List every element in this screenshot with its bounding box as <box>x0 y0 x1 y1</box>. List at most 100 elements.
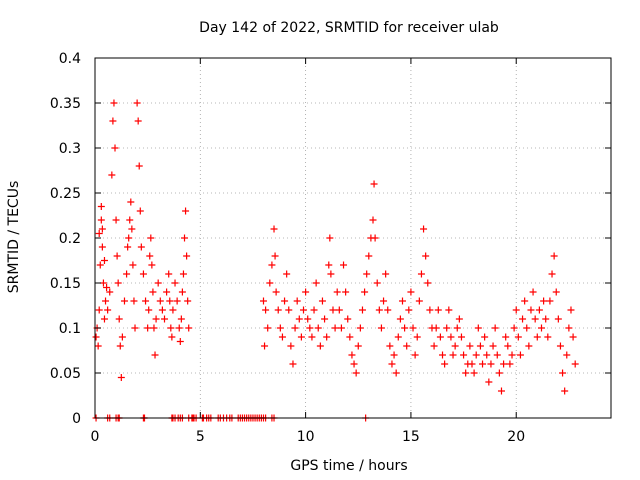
data-point <box>333 288 341 296</box>
data-point <box>382 270 390 278</box>
data-point <box>508 351 516 359</box>
data-point <box>470 369 478 377</box>
data-point <box>483 351 491 359</box>
data-point <box>370 180 378 188</box>
data-point <box>103 284 111 291</box>
data-point <box>147 234 155 242</box>
data-point <box>405 306 413 314</box>
data-point <box>137 243 145 251</box>
x-axis-label: GPS time / hours <box>290 458 407 474</box>
data-point <box>278 333 286 341</box>
data-point <box>487 360 495 368</box>
data-point <box>179 270 187 278</box>
data-point <box>111 144 119 152</box>
data-point <box>276 324 284 332</box>
data-point <box>506 360 514 368</box>
data-point <box>106 288 114 296</box>
data-point <box>178 288 186 296</box>
data-point <box>443 324 451 332</box>
data-point <box>314 324 322 332</box>
data-point <box>109 117 117 125</box>
data-point <box>165 270 173 278</box>
data-point <box>396 315 404 323</box>
data-point <box>468 360 476 368</box>
data-point <box>113 252 121 260</box>
data-point <box>441 360 449 368</box>
data-point <box>460 351 468 359</box>
data-point <box>424 279 432 287</box>
data-point <box>550 252 558 260</box>
data-point <box>151 351 159 359</box>
data-point <box>453 324 461 332</box>
data-point <box>302 288 310 296</box>
data-point <box>493 351 501 359</box>
data-point <box>312 279 320 287</box>
data-point <box>104 306 112 314</box>
data-point <box>327 270 335 278</box>
x-tick-label: 10 <box>297 429 315 445</box>
data-point <box>500 360 508 368</box>
data-point <box>476 342 484 350</box>
data-point <box>325 261 333 269</box>
data-point <box>100 315 108 323</box>
data-point <box>321 315 329 323</box>
data-point <box>466 342 474 350</box>
data-point <box>510 324 518 332</box>
data-point <box>95 230 103 237</box>
data-point <box>289 360 297 368</box>
data-point <box>340 261 348 269</box>
data-point <box>377 324 385 332</box>
data-point <box>125 234 133 242</box>
data-point <box>154 279 162 287</box>
data-point <box>133 99 141 107</box>
data-point <box>552 288 560 296</box>
y-tick-label: 0.25 <box>50 186 81 202</box>
data-point <box>559 369 567 377</box>
data-point <box>401 324 409 332</box>
y-tick-label: 0.1 <box>59 321 81 337</box>
data-point <box>123 270 131 278</box>
data-point <box>485 378 493 386</box>
data-point <box>176 338 184 345</box>
data-point <box>455 315 463 323</box>
data-point <box>297 333 305 341</box>
data-point <box>449 351 457 359</box>
data-point <box>502 333 510 341</box>
data-point <box>417 270 425 278</box>
data-point <box>533 333 541 341</box>
data-point <box>462 369 470 377</box>
data-point <box>409 324 417 332</box>
data-point <box>259 297 267 305</box>
x-tick-label: 15 <box>402 429 420 445</box>
data-point <box>398 297 406 305</box>
data-point <box>451 342 459 350</box>
data-point <box>369 216 377 224</box>
data-point <box>415 297 423 305</box>
data-point <box>561 387 569 395</box>
data-point <box>571 360 579 368</box>
data-point <box>116 342 124 350</box>
data-point <box>185 324 193 332</box>
data-point <box>300 306 308 314</box>
data-point <box>489 342 497 350</box>
data-point <box>283 270 291 278</box>
data-point <box>556 342 564 350</box>
data-point <box>274 306 282 314</box>
data-point <box>554 315 562 323</box>
data-point <box>365 252 373 260</box>
data-point <box>128 225 136 233</box>
data-point <box>181 234 189 242</box>
data-point <box>169 306 177 314</box>
x-tick-label: 20 <box>507 429 525 445</box>
data-point <box>129 261 137 269</box>
data-point <box>167 324 175 332</box>
data-point <box>148 261 156 269</box>
data-point <box>168 333 176 341</box>
data-point <box>481 333 489 341</box>
data-point <box>318 297 326 305</box>
data-point <box>411 351 419 359</box>
data-point <box>115 315 123 323</box>
data-point <box>422 252 430 260</box>
data-point <box>117 374 125 381</box>
data-point <box>514 333 522 341</box>
